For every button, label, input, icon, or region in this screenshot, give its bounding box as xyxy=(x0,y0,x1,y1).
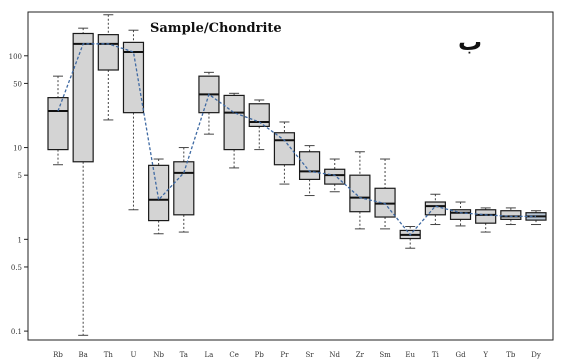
x-axis-tick-labels: Rb Ba Th U Nb Ta La Ce Pb Pr Sr Nd Zr Sm Eu Ti Gd Y Tb Dy xyxy=(53,351,541,359)
box-body xyxy=(324,168,346,185)
y-tick-label: 50 xyxy=(13,80,22,88)
y-tick-label: 1 xyxy=(18,236,22,244)
x-tick-label: Th xyxy=(104,351,114,359)
box-body xyxy=(97,34,119,71)
box-body xyxy=(449,209,472,220)
box-body xyxy=(148,164,170,222)
box-ba xyxy=(72,27,94,336)
box-rb xyxy=(47,75,69,166)
box-body xyxy=(122,41,145,114)
box-dy xyxy=(525,210,547,226)
x-tick-label: Nd xyxy=(329,351,340,359)
x-tick-label: Rb xyxy=(53,351,63,359)
box-y xyxy=(475,207,497,233)
x-tick-label: Eu xyxy=(405,351,415,359)
box-body xyxy=(248,103,270,128)
plot-frame xyxy=(27,11,554,341)
box-pb xyxy=(248,99,270,151)
box-la xyxy=(198,71,220,135)
y-tick-label: 10 xyxy=(13,145,22,153)
x-tick-label: Zr xyxy=(356,351,365,359)
box-u xyxy=(122,29,145,211)
y-tick-label: 100 xyxy=(9,53,22,61)
box-gd xyxy=(449,201,472,227)
chart-title: Sample/Chondrite xyxy=(150,21,282,36)
box-body xyxy=(500,210,522,220)
box-series xyxy=(47,14,547,336)
box-zr xyxy=(349,151,371,230)
x-tick-label: La xyxy=(205,351,214,359)
box-ta xyxy=(173,147,195,233)
x-tick-label: Dy xyxy=(531,351,541,359)
y-tick-label: 5 xyxy=(18,172,22,180)
box-body xyxy=(298,151,321,180)
x-tick-label: Gd xyxy=(455,351,466,359)
box-nb xyxy=(148,158,170,235)
box-body xyxy=(223,94,245,151)
x-tick-label: Sm xyxy=(379,351,391,359)
panel-label: ب xyxy=(458,28,483,56)
y-axis-tick-labels: 100 50 10 5 1 0.5 0.1 xyxy=(9,53,22,336)
x-tick-label: Ti xyxy=(432,351,440,359)
x-tick-label: Tb xyxy=(506,351,516,359)
axes xyxy=(24,11,554,341)
box-body xyxy=(47,97,69,151)
box-eu xyxy=(399,225,421,249)
median-polyline xyxy=(57,43,536,236)
x-tick-label: Pb xyxy=(255,351,265,359)
box-ti xyxy=(424,193,446,226)
box-body xyxy=(173,161,195,216)
x-tick-label: Ce xyxy=(229,351,239,359)
x-tick-label: Sr xyxy=(306,351,315,359)
box-body xyxy=(475,209,497,224)
box-pr xyxy=(273,121,296,185)
box-ce xyxy=(223,92,245,169)
box-th xyxy=(97,14,119,121)
box-body xyxy=(349,174,371,213)
x-tick-label: Y xyxy=(482,351,488,359)
box-sm xyxy=(374,158,396,230)
x-tick-label: U xyxy=(131,351,137,359)
x-tick-label: Nb xyxy=(153,351,164,359)
x-tick-label: Ba xyxy=(78,351,87,359)
median-trend-line xyxy=(57,43,536,236)
x-tick-label: Ta xyxy=(180,351,188,359)
y-tick-label: 0.1 xyxy=(11,328,22,336)
box-body xyxy=(72,32,94,163)
x-tick-label: Pr xyxy=(280,351,289,359)
y-tick-label: 0.5 xyxy=(11,264,22,272)
